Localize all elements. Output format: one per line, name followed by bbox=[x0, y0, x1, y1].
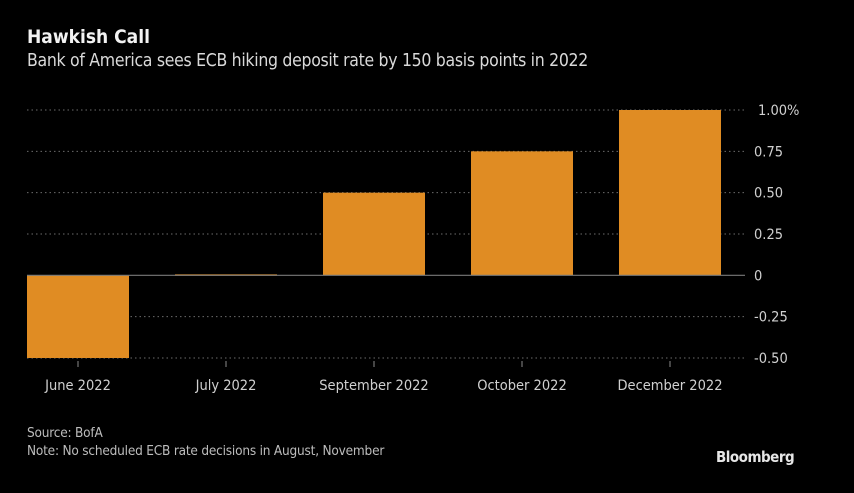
footnote: Note: No scheduled ECB rate decisions in… bbox=[27, 443, 385, 459]
chart-title: Hawkish Call bbox=[27, 26, 150, 48]
y-tick-label: -0.25 bbox=[754, 310, 788, 326]
source-note: Source: BofA bbox=[27, 425, 103, 441]
x-tick-label: July 2022 bbox=[195, 378, 257, 394]
y-tick-label: 0.75 bbox=[754, 144, 783, 160]
chart-subtitle: Bank of America sees ECB hiking deposit … bbox=[27, 51, 588, 71]
bar-december-2022 bbox=[619, 110, 721, 276]
y-tick-label: 0.50 bbox=[754, 186, 783, 202]
bloomberg-logo: Bloomberg bbox=[716, 448, 795, 466]
x-tick-label: October 2022 bbox=[477, 378, 567, 394]
x-tick-label: December 2022 bbox=[618, 378, 723, 394]
bar-october-2022 bbox=[471, 151, 573, 276]
y-tick-label: -0.50 bbox=[754, 351, 788, 367]
x-tick-label: September 2022 bbox=[319, 378, 428, 394]
bar-june-2022 bbox=[27, 275, 129, 358]
x-tick-label: June 2022 bbox=[44, 378, 111, 394]
bar-september-2022 bbox=[323, 192, 425, 276]
y-tick-label: 1.00% bbox=[758, 103, 799, 119]
y-tick-label: 0 bbox=[754, 268, 762, 284]
y-tick-label: 0.25 bbox=[754, 227, 783, 243]
